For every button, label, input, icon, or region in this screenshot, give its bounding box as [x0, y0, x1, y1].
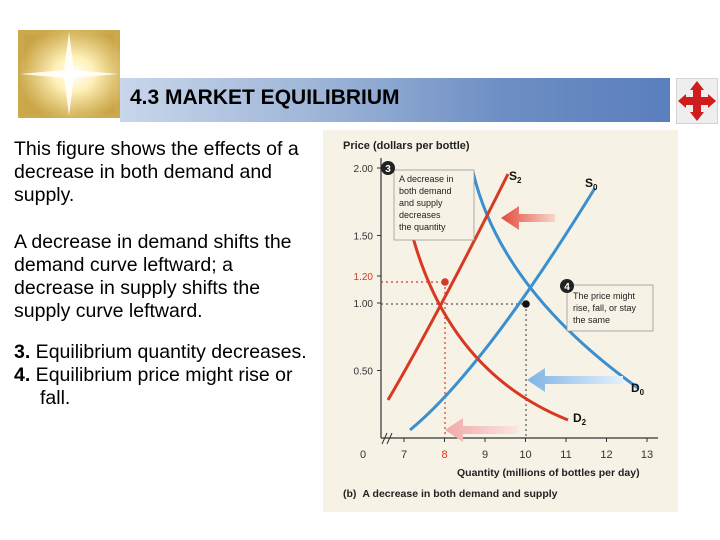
supply-curve-s0	[409, 187, 597, 432]
navigation-arrows-icon[interactable]	[676, 78, 718, 124]
callout-4-number: 4	[564, 282, 570, 293]
intro-paragraph: This figure shows the effects of a decre…	[14, 138, 299, 206]
list-item: 3. Equilibrium quantity decreases.	[14, 341, 314, 364]
supply-shift-arrow	[501, 206, 555, 230]
x-tick-label: 10	[519, 449, 531, 461]
x-tick-label: 8	[441, 449, 447, 461]
demand-curve-d0	[471, 171, 639, 390]
callout-3-badge	[381, 161, 395, 175]
x-tick-label: 0	[360, 449, 366, 461]
supply-curve-s2	[386, 173, 510, 401]
callout-3-text: A decrease in both demand and supply dec…	[399, 174, 456, 232]
y-tick-label: 1.50	[354, 232, 374, 243]
callout-3: 3 A decrease in both demand and supply d…	[381, 161, 475, 241]
star-logo-icon	[18, 30, 120, 118]
y-tick-label: 2.00	[354, 164, 374, 175]
callout-4-badge	[560, 279, 574, 293]
list-item-text: Equilibrium quantity decreases.	[30, 341, 307, 363]
list-item-number: 4.	[14, 364, 31, 386]
callout-4-text: The price might rise, fall, or stay the …	[573, 291, 639, 325]
callout-3-number: 3	[385, 164, 391, 175]
callout-3-box	[393, 169, 475, 241]
demand-curve-d2	[406, 217, 569, 422]
new-equilibrium-point	[441, 278, 449, 286]
x-tick-label: 12	[600, 449, 612, 461]
demand-shift-arrow	[527, 368, 623, 392]
list-item-number: 3.	[14, 341, 31, 363]
callout-4: 4 The price might rise, fall, or stay th…	[560, 279, 654, 332]
x-tick-label: 13	[641, 449, 653, 461]
explanation-paragraph: A decrease in demand shifts the demand c…	[14, 231, 292, 322]
figure-caption: (b) A decrease in both demand and supply	[343, 488, 558, 500]
callout-4-box	[566, 284, 654, 332]
title-bar: 4.3 MARKET EQUILIBRIUM	[120, 78, 670, 122]
slide-body: This figure shows the effects of a decre…	[14, 138, 314, 410]
supply-demand-chart: Price (dollars per bottle) 0.50 1.00 1.20 1…	[323, 130, 678, 512]
x-tick-label: 9	[482, 449, 488, 461]
y-tick-label: 1.20	[354, 272, 374, 283]
original-equilibrium-point	[522, 300, 530, 308]
d2-label: D2	[573, 411, 587, 427]
list-item: 4. Equilibrium price might rise or fall.	[14, 364, 314, 410]
y-tick-label: 1.00	[354, 299, 374, 310]
axis-break-mark	[386, 432, 393, 445]
s0-label: S0	[585, 176, 598, 192]
x-tick-label: 11	[560, 449, 571, 461]
slide-title: 4.3 MARKET EQUILIBRIUM	[130, 86, 400, 109]
d0-label: D0	[631, 381, 645, 397]
quantity-decrease-arrow	[445, 418, 519, 442]
x-axis-title: Quantity (millions of bottles per day)	[457, 467, 640, 479]
y-axis-title: Price (dollars per bottle)	[343, 140, 470, 152]
axis-break-mark	[381, 432, 388, 445]
numbered-list: 3. Equilibrium quantity decreases. 4. Eq…	[14, 341, 314, 410]
x-tick-label: 7	[401, 449, 407, 461]
y-tick-label: 0.50	[354, 367, 374, 378]
s2-label: S2	[509, 169, 522, 185]
list-item-text: Equilibrium price might rise or fall.	[30, 364, 293, 409]
